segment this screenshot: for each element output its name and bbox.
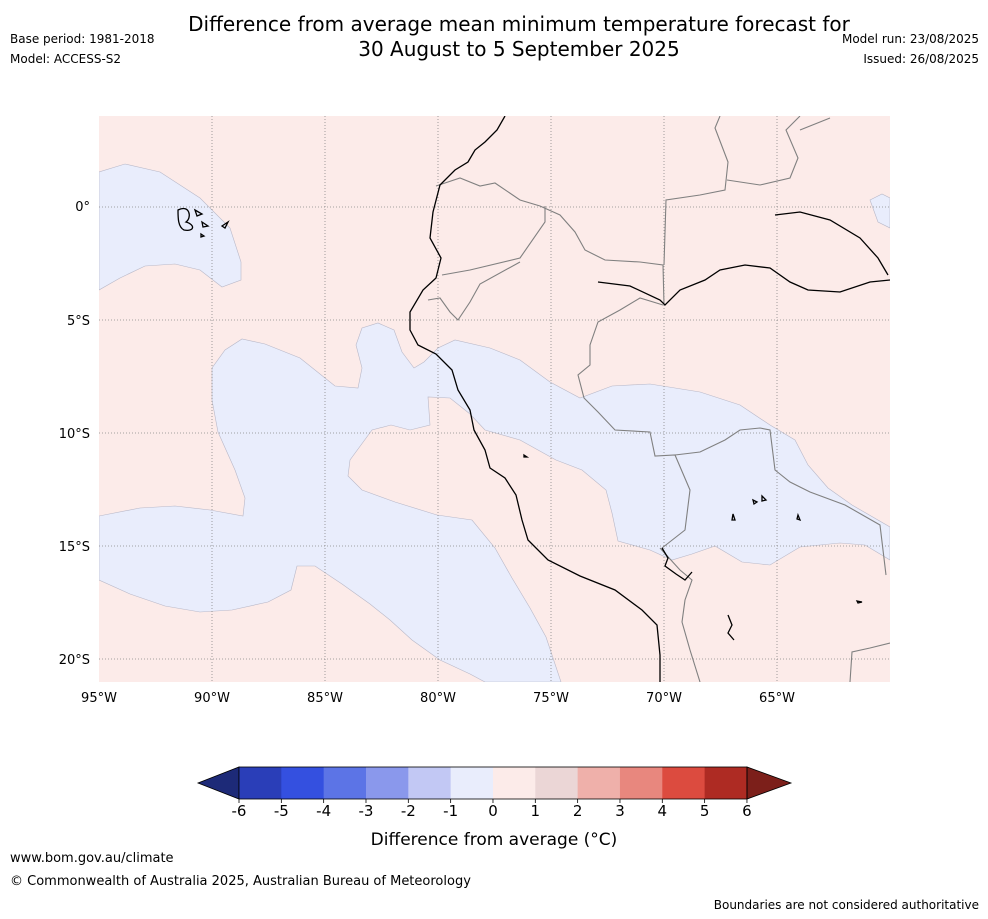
colorbar-tick-label: -4 bbox=[316, 802, 331, 820]
footer-disclaimer: Boundaries are not considered authoritat… bbox=[713, 898, 979, 912]
cool-anomaly-main bbox=[99, 322, 890, 682]
lon-label: 65°W bbox=[759, 691, 795, 706]
graticule bbox=[99, 116, 890, 682]
colorbar-tick-labels: -6 -5 -4 -3 -2 -1 0 1 2 3 4 5 6 bbox=[232, 799, 752, 820]
cool-anomaly-east bbox=[869, 193, 890, 229]
coastlines bbox=[177, 116, 890, 682]
colorbar-tick-label: -2 bbox=[401, 802, 416, 820]
footer-copyright: © Commonwealth of Australia 2025, Austra… bbox=[10, 874, 471, 889]
colorbar-extend-low bbox=[196, 766, 240, 800]
colorbar-tick-label: 3 bbox=[615, 802, 625, 820]
lat-label: 15°S bbox=[59, 540, 90, 555]
colorbar-tick-label: 1 bbox=[531, 802, 541, 820]
lon-label: 75°W bbox=[533, 691, 569, 706]
colorbar-legend bbox=[196, 766, 793, 800]
colorbar-tick-label: 5 bbox=[700, 802, 710, 820]
colorbar-title: Difference from average (°C) bbox=[371, 830, 618, 850]
colorbar-tick-label: -1 bbox=[443, 802, 458, 820]
colorbar-swatch bbox=[365, 767, 409, 799]
map-title: Difference from average mean minimum tem… bbox=[0, 12, 988, 62]
lon-label: 90°W bbox=[194, 691, 230, 706]
colorbar-tick-label: 2 bbox=[573, 802, 583, 820]
model-run: Model run: 23/08/2025 bbox=[841, 32, 979, 46]
base-period: Base period: 1981-2018 bbox=[10, 32, 155, 46]
colorbar-tick-label: 0 bbox=[488, 802, 498, 820]
colorbar-tick-label: 6 bbox=[742, 802, 752, 820]
colorbar-swatch bbox=[492, 767, 536, 799]
lon-label: 95°W bbox=[81, 691, 117, 706]
colorbar-tick-label: -3 bbox=[359, 802, 374, 820]
footer-url: www.bom.gov.au/climate bbox=[10, 851, 174, 866]
lon-label: 80°W bbox=[420, 691, 456, 706]
colorbar-swatch bbox=[408, 767, 452, 799]
model-name: Model: ACCESS-S2 bbox=[10, 52, 122, 66]
issued-date: Issued: 26/08/2025 bbox=[863, 52, 979, 66]
longitude-labels: 95°W 90°W 85°W 80°W 75°W 70°W 65°W bbox=[81, 691, 795, 706]
meta-right: Model run: 23/08/2025 Issued: 26/08/2025 bbox=[842, 29, 979, 69]
lat-label: 10°S bbox=[59, 427, 90, 442]
colorbar-swatch bbox=[704, 767, 748, 799]
colorbar-swatch bbox=[662, 767, 706, 799]
colorbar-swatch bbox=[323, 767, 367, 799]
country-borders bbox=[427, 116, 890, 682]
colorbar-swatch bbox=[577, 767, 621, 799]
lat-label: 20°S bbox=[59, 653, 90, 668]
colorbar-extend-high bbox=[746, 766, 793, 800]
colorbar-tick-label: 4 bbox=[658, 802, 668, 820]
meta-left: Base period: 1981-2018 Model: ACCESS-S2 bbox=[10, 29, 155, 69]
lon-label: 85°W bbox=[307, 691, 343, 706]
latitude-labels: 0° 5°S 10°S 15°S 20°S bbox=[59, 200, 90, 668]
lat-label: 0° bbox=[75, 200, 90, 215]
colorbar-swatch bbox=[281, 767, 325, 799]
colorbar-swatch bbox=[450, 767, 494, 799]
colorbar-swatch bbox=[239, 767, 282, 799]
lon-label: 70°W bbox=[646, 691, 682, 706]
colorbar-swatch bbox=[619, 767, 663, 799]
colorbar-tick-label: -5 bbox=[274, 802, 289, 820]
colorbar-tick-label: -6 bbox=[232, 802, 247, 820]
cool-anomaly-galapagos bbox=[99, 163, 242, 291]
lat-label: 5°S bbox=[67, 314, 90, 329]
colorbar-swatch bbox=[535, 767, 579, 799]
map-area bbox=[99, 116, 890, 682]
title-line-2: 30 August to 5 September 2025 bbox=[358, 37, 680, 61]
title-line-1: Difference from average mean minimum tem… bbox=[188, 12, 850, 36]
